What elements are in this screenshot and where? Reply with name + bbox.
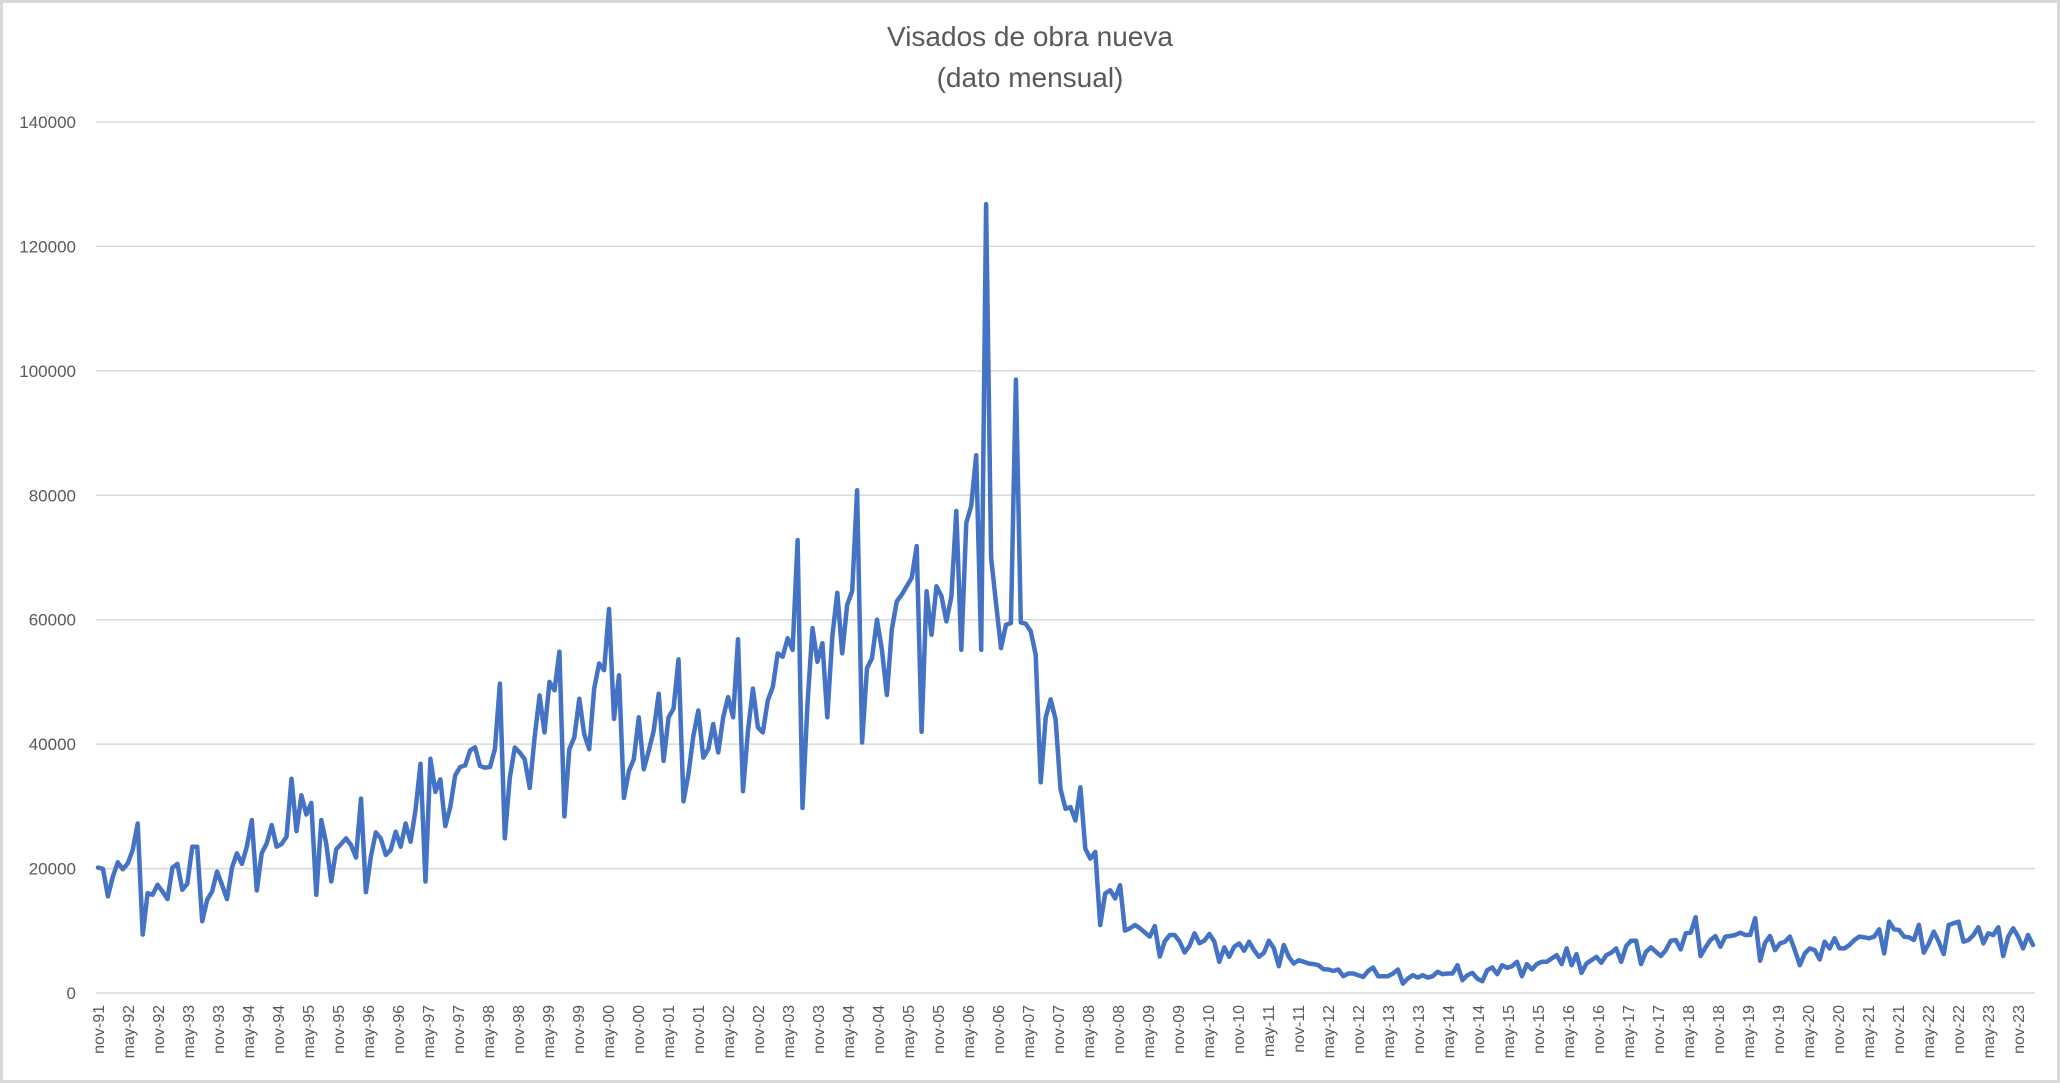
x-tick-label: may-14: [1441, 1005, 1458, 1058]
y-tick-label: 40000: [29, 735, 76, 754]
x-tick-label: nov-13: [1411, 1005, 1428, 1054]
x-tick-label: may-97: [421, 1005, 438, 1058]
x-tick-label: nov-99: [571, 1005, 588, 1054]
y-tick-label: 20000: [29, 860, 76, 879]
x-tick-label: nov-10: [1231, 1005, 1248, 1054]
x-tick-label: nov-12: [1351, 1005, 1368, 1054]
x-tick-label: may-07: [1021, 1005, 1038, 1058]
x-tick-label: nov-97: [451, 1005, 468, 1054]
x-tick-label: nov-01: [691, 1005, 708, 1054]
x-tick-label: nov-23: [2011, 1005, 2028, 1054]
x-tick-label: may-02: [721, 1005, 738, 1058]
x-tick-label: nov-03: [811, 1005, 828, 1054]
x-tick-label: nov-00: [631, 1005, 648, 1054]
x-tick-label: may-95: [301, 1005, 318, 1058]
x-tick-label: nov-05: [931, 1005, 948, 1054]
x-tick-label: may-98: [481, 1005, 498, 1058]
x-tick-label: nov-19: [1771, 1005, 1788, 1054]
x-axis-tick-labels: nov-91 may-92 nov-92 may-93 nov-93 may-94 nov-…: [91, 1005, 2028, 1058]
x-tick-label: may-11: [1261, 1005, 1278, 1057]
x-tick-label: may-08: [1081, 1005, 1098, 1058]
chart-subtitle: (dato mensual): [936, 62, 1124, 93]
x-tick-label: nov-18: [1711, 1005, 1728, 1054]
x-tick-label: nov-92: [151, 1005, 168, 1054]
x-tick-label: may-94: [241, 1005, 258, 1058]
y-axis-tick-labels: 0 20000 40000 60000 80000 100000 120000 140000: [19, 113, 76, 1003]
x-tick-label: nov-94: [271, 1005, 288, 1054]
x-tick-label: nov-22: [1951, 1005, 1968, 1054]
y-tick-label: 60000: [29, 611, 76, 630]
x-tick-label: nov-95: [331, 1005, 348, 1054]
x-tick-label: may-06: [961, 1005, 978, 1058]
x-tick-label: may-96: [361, 1005, 378, 1058]
x-tick-label: may-20: [1801, 1005, 1818, 1058]
x-tick-label: nov-08: [1111, 1005, 1128, 1054]
x-tick-label: nov-09: [1171, 1005, 1188, 1054]
x-tick-label: nov-20: [1831, 1005, 1848, 1054]
x-tick-label: may-04: [841, 1005, 858, 1058]
x-tick-label: may-05: [901, 1005, 918, 1058]
x-tick-label: nov-93: [211, 1005, 228, 1054]
x-tick-label: nov-02: [751, 1005, 768, 1054]
y-tick-label: 80000: [29, 486, 76, 505]
x-tick-label: nov-91: [91, 1005, 108, 1054]
x-tick-label: may-22: [1921, 1005, 1938, 1058]
x-tick-label: nov-98: [511, 1005, 528, 1054]
x-tick-label: may-18: [1681, 1005, 1698, 1058]
y-tick-label: 0: [67, 984, 76, 1003]
y-tick-label: 120000: [19, 237, 76, 256]
chart-title: Visados de obra nueva: [887, 21, 1173, 52]
y-tick-label: 100000: [19, 362, 76, 381]
x-tick-label: may-09: [1141, 1005, 1158, 1058]
x-tick-label: nov-96: [391, 1005, 408, 1054]
x-tick-label: may-10: [1201, 1005, 1218, 1058]
x-tick-label: may-12: [1321, 1005, 1338, 1058]
x-tick-label: nov-06: [991, 1005, 1008, 1054]
x-tick-label: may-19: [1741, 1005, 1758, 1058]
x-tick-label: may-03: [781, 1005, 798, 1058]
x-tick-label: nov-04: [871, 1005, 888, 1054]
x-tick-label: nov-21: [1891, 1005, 1908, 1054]
x-tick-label: may-01: [661, 1005, 678, 1058]
x-tick-label: may-16: [1561, 1005, 1578, 1058]
series-line: [95, 201, 2036, 986]
x-tick-label: nov-17: [1651, 1005, 1668, 1054]
x-tick-label: may-23: [1981, 1005, 1998, 1058]
x-tick-label: nov-15: [1531, 1005, 1548, 1054]
x-tick-label: may-93: [181, 1005, 198, 1058]
x-tick-label: nov-16: [1591, 1005, 1608, 1054]
gridlines: [96, 121, 2035, 994]
x-tick-label: nov-07: [1051, 1005, 1068, 1054]
x-tick-label: nov-11: [1291, 1005, 1308, 1053]
x-tick-label: may-17: [1621, 1005, 1638, 1058]
x-tick-label: nov-14: [1471, 1005, 1488, 1054]
x-tick-label: may-92: [121, 1005, 138, 1058]
x-tick-label: may-13: [1381, 1005, 1398, 1058]
x-tick-label: may-00: [601, 1005, 618, 1058]
y-tick-label: 140000: [19, 113, 76, 132]
x-tick-label: may-15: [1501, 1005, 1518, 1058]
x-tick-label: may-21: [1861, 1005, 1878, 1058]
x-tick-label: may-99: [541, 1005, 558, 1058]
